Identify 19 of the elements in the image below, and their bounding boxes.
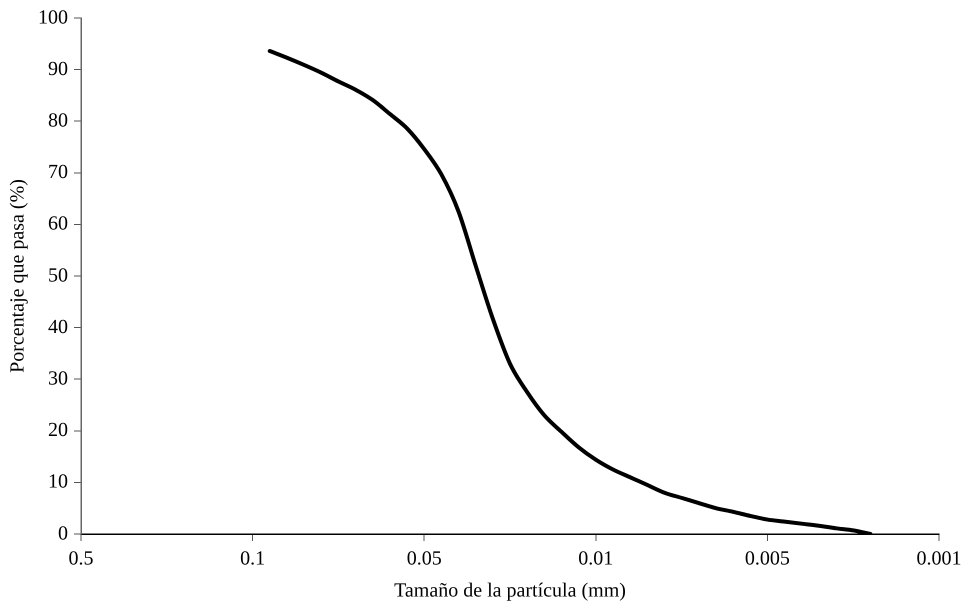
y-tick-label: 30 [48,367,68,390]
x-tick-label: 0.05 [406,547,442,570]
y-tick-label: 70 [48,161,68,184]
y-axis-title: Porcentaje que pasa (%) [6,179,28,373]
y-tick-label: 50 [48,264,68,286]
y-tick-label: 80 [48,109,68,132]
y-tick-label: 60 [48,212,68,235]
x-tick-label: 0.005 [744,547,790,570]
y-tick-label: 20 [48,419,68,442]
y-tick-label: 90 [48,58,68,80]
x-tick-label: 0.1 [240,547,266,570]
y-tick-label: 100 [38,6,68,28]
y-tick-label: 10 [48,470,68,493]
x-tick-label: 0.5 [68,547,94,570]
x-tick-label: 0.01 [578,547,614,570]
x-tick-label: 0.001 [916,547,962,570]
x-axis-title: Tamaño de la partícula (mm) [394,579,626,602]
y-tick-label: 40 [48,316,68,338]
y-tick-label: 0 [58,522,68,544]
